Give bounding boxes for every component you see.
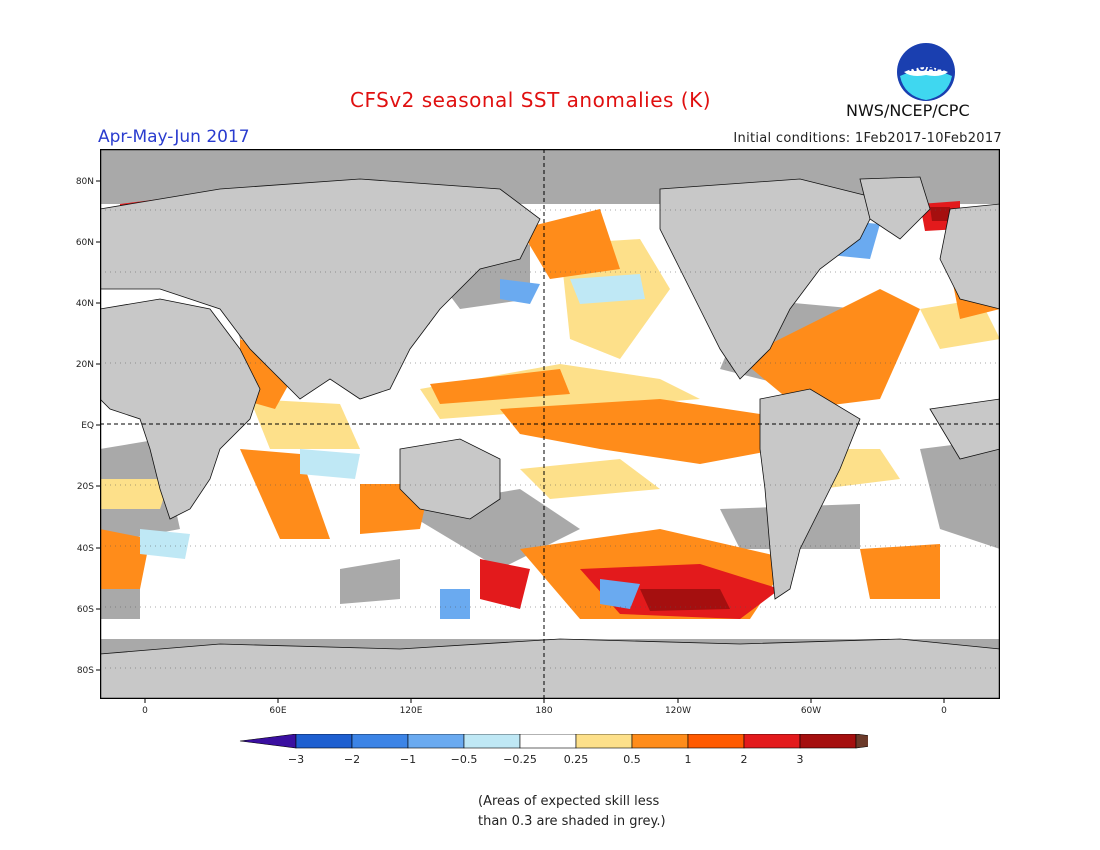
africa: [100, 298, 261, 520]
greenland: [859, 176, 931, 240]
lat-label-eq: EQ: [81, 421, 94, 431]
colorbar-label: −0.5: [451, 753, 478, 766]
colorbar-label: −1: [400, 753, 416, 766]
colorbar-label: 0.5: [623, 753, 641, 766]
colorbar-label: −3: [288, 753, 304, 766]
colorbar-label: −2: [344, 753, 360, 766]
noaa-logo: NOAA: [896, 42, 956, 102]
lat-label-20s: 20S: [77, 482, 94, 492]
eurasia: [100, 178, 541, 400]
colorbar-swatch: [575, 733, 633, 749]
lon-label-120e: 120E: [400, 706, 423, 716]
initial-conditions: Initial conditions: 1Feb2017-10Feb2017: [733, 131, 1002, 146]
chart-title: CFSv2 seasonal SST anomalies (K): [350, 88, 711, 112]
lon-label-0: 0: [142, 706, 148, 716]
colorbar-swatch: [631, 733, 689, 749]
south-america: [759, 388, 861, 600]
sst-anomaly-map: [100, 149, 1000, 699]
lon-label-60e: 60E: [269, 706, 286, 716]
colorbar-high-extension: [855, 733, 913, 749]
australia: [399, 438, 501, 520]
skill-note: (Areas of expected skill less than 0.3 a…: [478, 792, 666, 832]
colorbar-swatch: [295, 733, 353, 749]
colorbar-swatch: [743, 733, 801, 749]
lat-label-80s: 80S: [77, 666, 94, 676]
anomaly-moderate-warm: [100, 199, 1000, 619]
colorbar-swatch: [519, 733, 577, 749]
antarctica: [100, 638, 1000, 699]
africa-east-copy: [929, 398, 1000, 460]
colorbar-swatch: [687, 733, 745, 749]
colorbar-low-extension: [239, 733, 297, 749]
colorbar: −3 −2 −1 −0.5 −0.25 0.25 0.5 1 2 3: [238, 733, 913, 778]
colorbar-swatch: [799, 733, 857, 749]
land: [100, 176, 1000, 699]
lat-label-60n: 60N: [76, 238, 94, 248]
colorbar-swatch: [407, 733, 465, 749]
lat-label-40s: 40S: [77, 544, 94, 554]
colorbar-swatch: [463, 733, 521, 749]
forecast-period: Apr-May-Jun 2017: [98, 127, 250, 147]
colorbar-label: 2: [741, 753, 748, 766]
lat-label-20n: 20N: [76, 360, 94, 370]
graticule: [100, 209, 1000, 669]
colorbar-label: 1: [685, 753, 692, 766]
lon-label-0: 0: [941, 706, 947, 716]
lat-label-40n: 40N: [76, 299, 94, 309]
skill-note-line1: (Areas of expected skill less: [478, 794, 660, 809]
lon-label-120w: 120W: [665, 706, 691, 716]
colorbar-label: 3: [797, 753, 804, 766]
colorbar-label: 0.25: [564, 753, 589, 766]
europe-east-copy: [939, 203, 1000, 310]
lat-label-60s: 60S: [77, 605, 94, 615]
agency-label: NWS/NCEP/CPC: [846, 101, 970, 120]
colorbar-swatch: [351, 733, 409, 749]
skill-note-line2: than 0.3 are shaded in grey.): [478, 814, 666, 829]
lat-label-80n: 80N: [76, 177, 94, 187]
lon-label-60w: 60W: [801, 706, 821, 716]
lon-label-180: 180: [535, 706, 552, 716]
logo-text: NOAA: [908, 61, 944, 74]
map-border: [100, 149, 1000, 699]
colorbar-label: −0.25: [503, 753, 537, 766]
anomaly-weak-cool: [140, 274, 645, 559]
